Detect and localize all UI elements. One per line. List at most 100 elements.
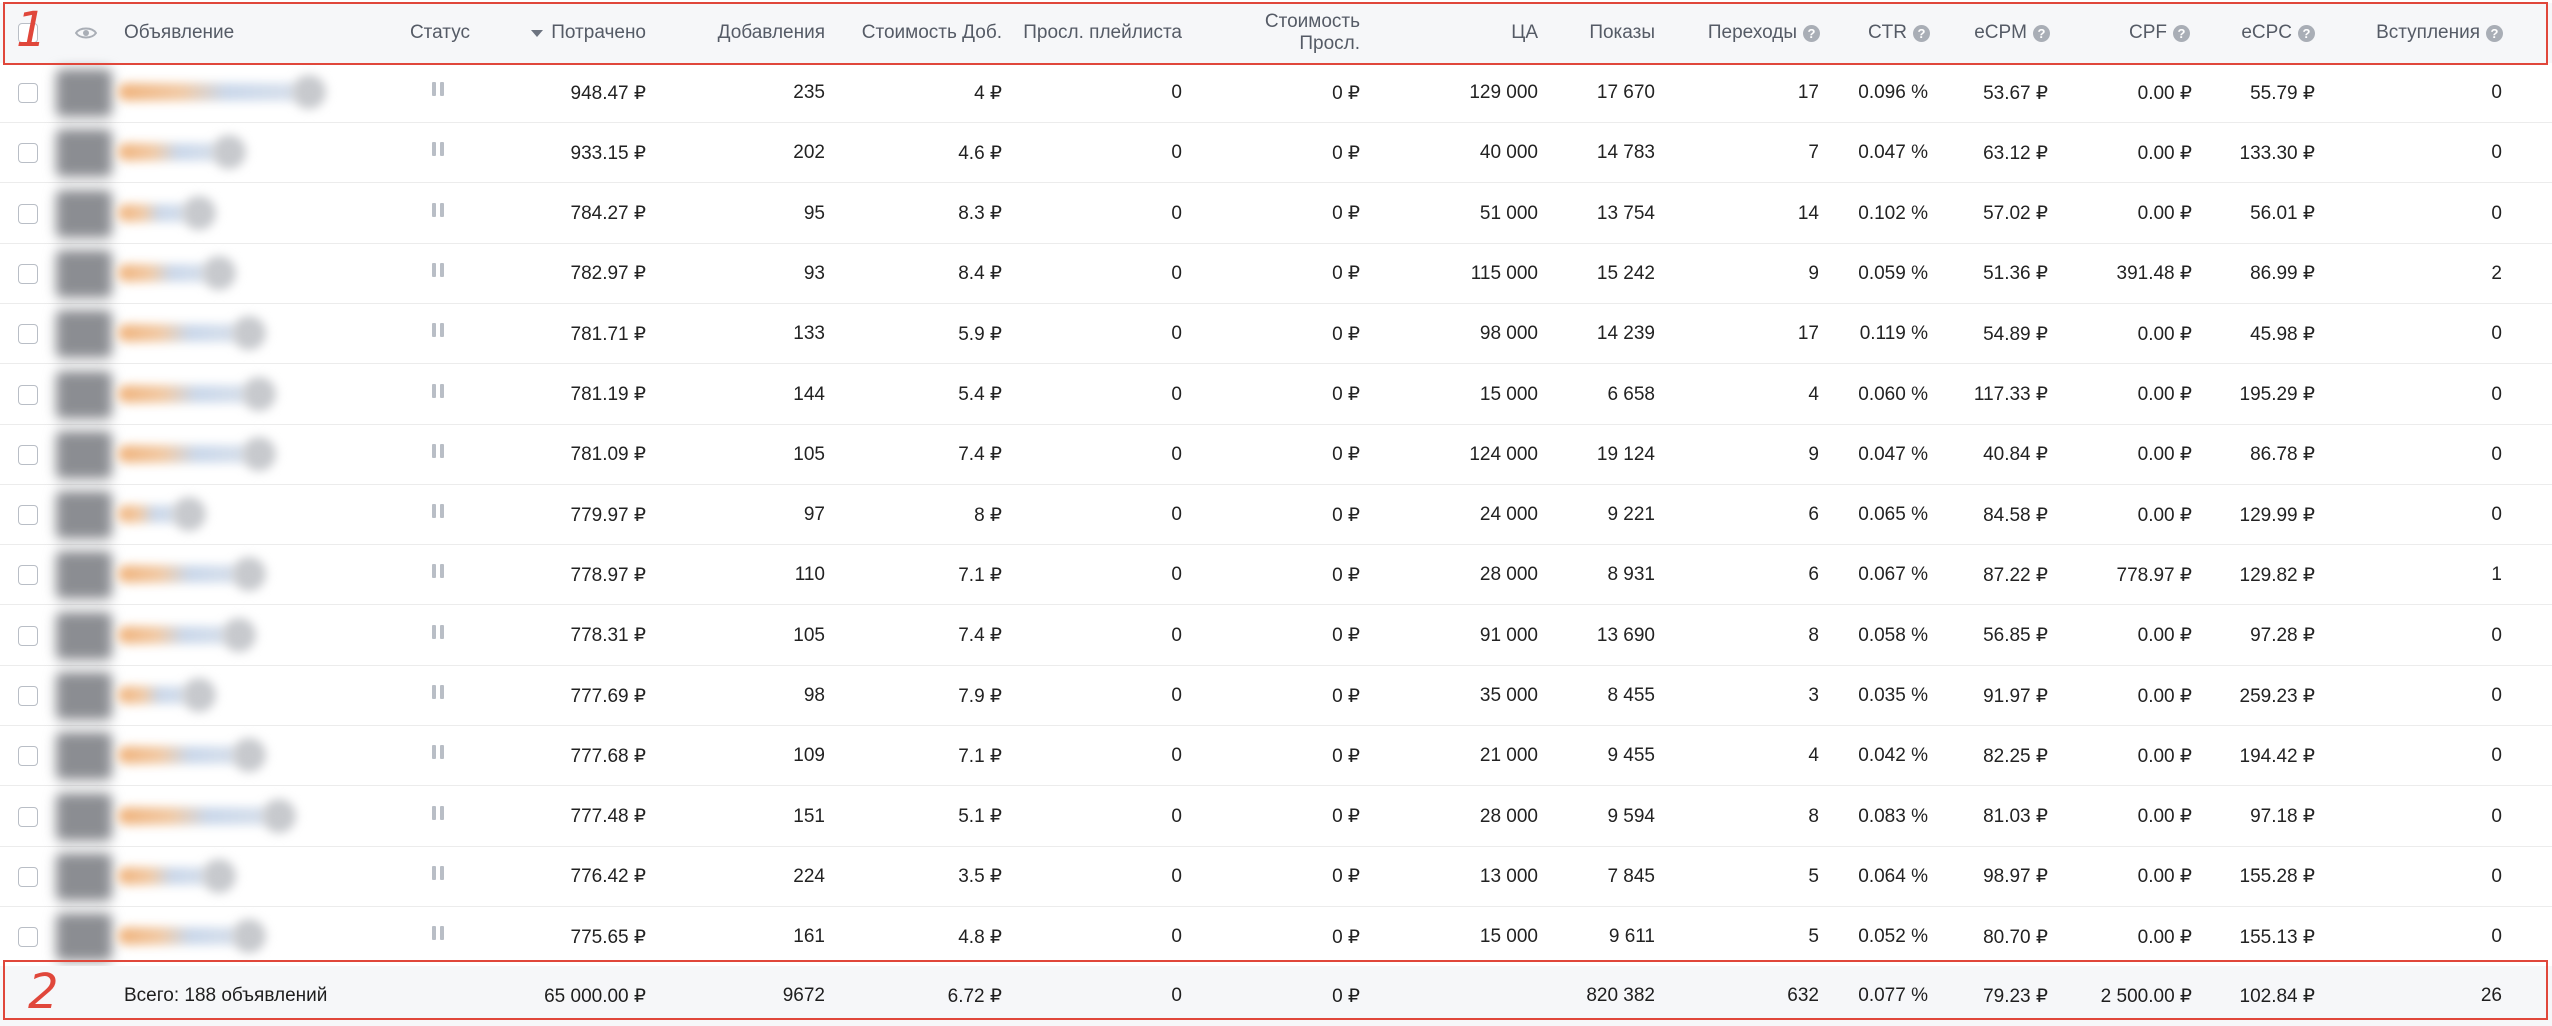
ad-name-link[interactable]	[118, 384, 248, 403]
status-pause-button[interactable]	[420, 180, 456, 240]
checkbox-icon[interactable]	[18, 23, 38, 43]
ad-thumbnail[interactable]	[56, 672, 112, 720]
checkbox-icon[interactable]	[18, 143, 38, 164]
table-row[interactable]: 776.42 ₽ 224 3.5 ₽ 0 0 ₽ 13 000 7 845 5 0.064 % 9…	[0, 847, 2552, 907]
row-checkbox[interactable]	[16, 545, 40, 605]
row-checkbox[interactable]	[16, 63, 40, 123]
row-checkbox[interactable]	[16, 847, 40, 907]
checkbox-icon[interactable]	[18, 866, 38, 887]
ad-thumbnail[interactable]	[56, 129, 112, 178]
row-checkbox[interactable]	[16, 787, 40, 847]
col-clicks[interactable]: Переходы?	[1680, 3, 1820, 63]
ad-name-link[interactable]	[118, 686, 188, 704]
ad-thumbnail[interactable]	[56, 852, 112, 901]
col-ecpc[interactable]: eCPC?	[2200, 3, 2315, 63]
question-icon[interactable]: ?	[1803, 24, 1820, 42]
ad-name-link[interactable]	[118, 143, 218, 162]
ad-name-link[interactable]	[118, 625, 228, 644]
table-row[interactable]: 781.71 ₽ 133 5.9 ₽ 0 0 ₽ 98 000 14 239 17 0.119 …	[0, 304, 2552, 365]
row-checkbox[interactable]	[16, 365, 40, 425]
col-joins[interactable]: Вступления?	[2330, 3, 2503, 63]
ad-name-link[interactable]	[118, 927, 238, 946]
ad-name-link[interactable]	[118, 866, 208, 885]
col-playlist-listens[interactable]: Просл. плейлиста	[1010, 3, 1182, 63]
col-cost-listen[interactable]: Стоимость Просл.	[1200, 3, 1360, 63]
ad-thumbnail[interactable]	[56, 551, 112, 600]
checkbox-icon[interactable]	[18, 565, 38, 586]
checkbox-icon[interactable]	[18, 384, 38, 405]
checkbox-icon[interactable]	[18, 324, 38, 345]
table-row[interactable]: 779.97 ₽ 97 8 ₽ 0 0 ₽ 24 000 9 221 6 0.065 % 84.5…	[0, 485, 2552, 546]
table-row[interactable]: 775.65 ₽ 161 4.8 ₽ 0 0 ₽ 15 000 9 611 5 0.052 % 8…	[0, 907, 2552, 968]
col-ad[interactable]: Объявление	[124, 3, 384, 63]
col-spent[interactable]: Потрачено	[480, 3, 646, 63]
checkbox-icon[interactable]	[18, 203, 38, 224]
table-row[interactable]: 948.47 ₽ 235 4 ₽ 0 0 ₽ 129 000 17 670 17 0.096 %…	[0, 63, 2552, 123]
status-pause-button[interactable]	[420, 843, 456, 903]
status-pause-button[interactable]	[420, 119, 456, 179]
ad-name-link[interactable]	[118, 565, 238, 584]
ad-thumbnail[interactable]	[56, 491, 112, 540]
question-icon[interactable]: ?	[2486, 24, 2503, 42]
ad-thumbnail[interactable]	[56, 310, 112, 359]
col-cpf[interactable]: CPF?	[2080, 3, 2190, 63]
status-pause-button[interactable]	[420, 361, 456, 421]
table-row[interactable]: 781.09 ₽ 105 7.4 ₽ 0 0 ₽ 124 000 19 124 9 0.047 …	[0, 425, 2552, 485]
checkbox-icon[interactable]	[18, 686, 38, 706]
checkbox-icon[interactable]	[18, 263, 38, 284]
checkbox-icon[interactable]	[18, 505, 38, 526]
row-checkbox[interactable]	[16, 244, 40, 304]
ad-thumbnail[interactable]	[56, 792, 112, 841]
row-checkbox[interactable]	[16, 485, 40, 545]
status-pause-button[interactable]	[420, 240, 456, 300]
ad-name-link[interactable]	[118, 505, 178, 524]
table-row[interactable]: 778.31 ₽ 105 7.4 ₽ 0 0 ₽ 91 000 13 690 8 0.058 %…	[0, 606, 2552, 666]
ad-thumbnail[interactable]	[56, 69, 112, 117]
col-ecpm[interactable]: eCPM?	[1940, 3, 2050, 63]
checkbox-icon[interactable]	[18, 444, 38, 465]
status-pause-button[interactable]	[420, 602, 456, 662]
status-pause-button[interactable]	[420, 481, 456, 541]
row-checkbox[interactable]	[16, 184, 40, 244]
table-row[interactable]: 777.69 ₽ 98 7.9 ₽ 0 0 ₽ 35 000 8 455 3 0.035 % 91…	[0, 666, 2552, 726]
ad-name-link[interactable]	[118, 806, 268, 825]
question-icon[interactable]: ?	[2033, 24, 2050, 42]
ad-name-link[interactable]	[118, 746, 238, 765]
col-impressions[interactable]: Показы	[1545, 3, 1655, 63]
ad-thumbnail[interactable]	[56, 732, 112, 781]
ad-thumbnail[interactable]	[56, 430, 112, 479]
select-all-checkbox[interactable]	[16, 3, 40, 63]
ad-thumbnail[interactable]	[56, 189, 112, 238]
row-checkbox[interactable]	[16, 726, 40, 786]
col-ca[interactable]: ЦА	[1400, 3, 1538, 63]
table-row[interactable]: 778.97 ₽ 110 7.1 ₽ 0 0 ₽ 28 000 8 931 6 0.067 % 8…	[0, 545, 2552, 606]
checkbox-icon[interactable]	[18, 625, 38, 646]
table-row[interactable]: 781.19 ₽ 144 5.4 ₽ 0 0 ₽ 15 000 6 658 4 0.060 % 1…	[0, 365, 2552, 425]
ad-name-link[interactable]	[118, 83, 298, 101]
ad-thumbnail[interactable]	[56, 249, 112, 298]
table-row[interactable]: 777.48 ₽ 151 5.1 ₽ 0 0 ₽ 28 000 9 594 8 0.083 % 8…	[0, 787, 2552, 847]
status-pause-button[interactable]	[420, 59, 456, 119]
status-pause-button[interactable]	[420, 903, 456, 963]
checkbox-icon[interactable]	[18, 927, 38, 948]
checkbox-icon[interactable]	[18, 746, 38, 767]
ad-thumbnail[interactable]	[56, 611, 112, 660]
table-row[interactable]: 777.68 ₽ 109 7.1 ₽ 0 0 ₽ 21 000 9 455 4 0.042 % 8…	[0, 726, 2552, 787]
status-pause-button[interactable]	[420, 300, 456, 360]
question-icon[interactable]: ?	[2173, 24, 2190, 42]
status-pause-button[interactable]	[420, 722, 456, 782]
ad-thumbnail[interactable]	[56, 913, 112, 962]
checkbox-icon[interactable]	[18, 806, 38, 827]
col-ctr[interactable]: CTR?	[1830, 3, 1930, 63]
status-pause-button[interactable]	[420, 662, 456, 722]
checkbox-icon[interactable]	[18, 83, 38, 103]
row-checkbox[interactable]	[16, 666, 40, 726]
row-checkbox[interactable]	[16, 907, 40, 967]
status-pause-button[interactable]	[420, 541, 456, 601]
status-pause-button[interactable]	[420, 421, 456, 481]
table-row[interactable]: 782.97 ₽ 93 8.4 ₽ 0 0 ₽ 115 000 15 242 9 0.059 %…	[0, 244, 2552, 304]
table-row[interactable]: 933.15 ₽ 202 4.6 ₽ 0 0 ₽ 40 000 14 783 7 0.047 %…	[0, 123, 2552, 184]
row-checkbox[interactable]	[16, 606, 40, 666]
question-icon[interactable]: ?	[2298, 24, 2315, 42]
row-checkbox[interactable]	[16, 425, 40, 485]
